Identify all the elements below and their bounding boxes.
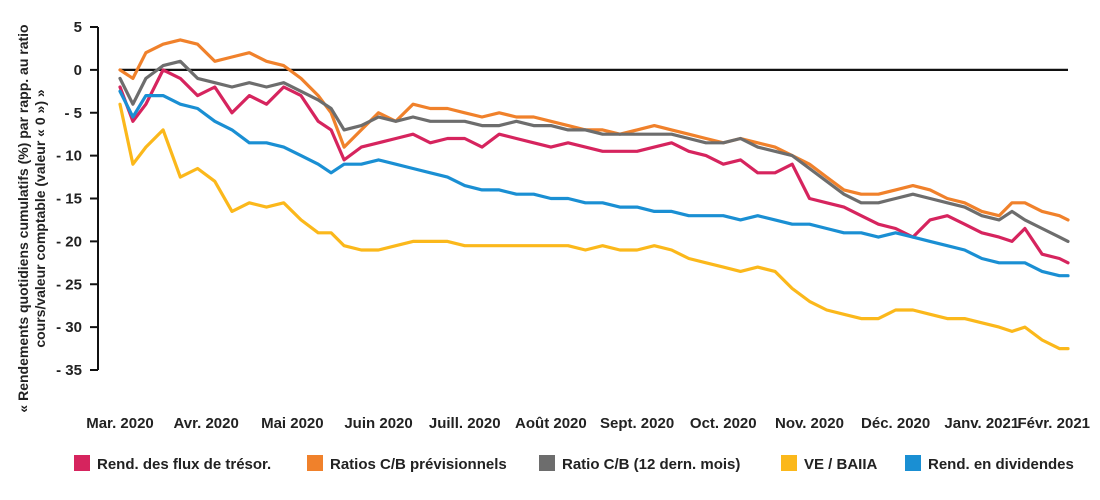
series-line-5 <box>118 89 1070 278</box>
series-lines <box>118 38 1070 351</box>
legend-swatch <box>781 455 797 471</box>
y-tick-label: - 15 <box>56 191 82 208</box>
x-tick-label: Janv. 2021 <box>944 415 1019 432</box>
y-tick-label: - 30 <box>56 319 82 336</box>
x-tick-label: Mar. 2020 <box>86 415 154 432</box>
x-tick-label: Mai 2020 <box>261 415 324 432</box>
x-axis-ticks: Mar. 2020 Avr. 2020 Mai 2020 Juin 2020 Juill… <box>86 415 1090 432</box>
y-tick-label: 0 <box>74 62 82 79</box>
legend-swatch <box>905 455 921 471</box>
legend-swatch <box>539 455 555 471</box>
series-line-1 <box>118 68 1070 265</box>
series-line-2 <box>118 38 1070 222</box>
legend-swatch <box>74 455 90 471</box>
x-tick-label: Nov. 2020 <box>775 415 844 432</box>
x-tick-label: Oct. 2020 <box>690 415 757 432</box>
x-tick-label: Août 2020 <box>515 415 587 432</box>
legend-label: Rend. en dividendes <box>928 456 1074 473</box>
legend-label: VE / BAIIA <box>804 456 878 473</box>
series-line-3 <box>118 59 1070 243</box>
legend-label: Ratio C/B (12 dern. mois) <box>562 456 740 473</box>
x-tick-label: Avr. 2020 <box>174 415 239 432</box>
legend: Rend. des flux de trésor. Ratios C/B prév… <box>74 455 1074 473</box>
y-tick-label: 5 <box>74 19 82 36</box>
y-tick-label: - 25 <box>56 276 82 293</box>
x-tick-label: Juill. 2020 <box>429 415 501 432</box>
x-tick-label: Sept. 2020 <box>600 415 674 432</box>
y-tick-label: - 5 <box>64 105 82 122</box>
y-tick-label: - 20 <box>56 233 82 250</box>
y-axis-label: « Rendements quotidiens cumulatifs (%) p… <box>15 24 48 412</box>
x-tick-label: Févr. 2021 <box>1017 415 1090 432</box>
series-line-4 <box>118 102 1070 351</box>
x-tick-label: Juin 2020 <box>344 415 412 432</box>
y-tick-label: - 35 <box>56 362 82 379</box>
y-tick-label: - 10 <box>56 148 82 165</box>
legend-label: Rend. des flux de trésor. <box>97 456 271 473</box>
y-axis-ticks: 5 0 - 5 - 10 - 15 - 20 - 25 - 30 - 35 <box>56 19 99 379</box>
legend-label: Ratios C/B prévisionnels <box>330 456 507 473</box>
x-tick-label: Déc. 2020 <box>861 415 930 432</box>
legend-swatch <box>307 455 323 471</box>
